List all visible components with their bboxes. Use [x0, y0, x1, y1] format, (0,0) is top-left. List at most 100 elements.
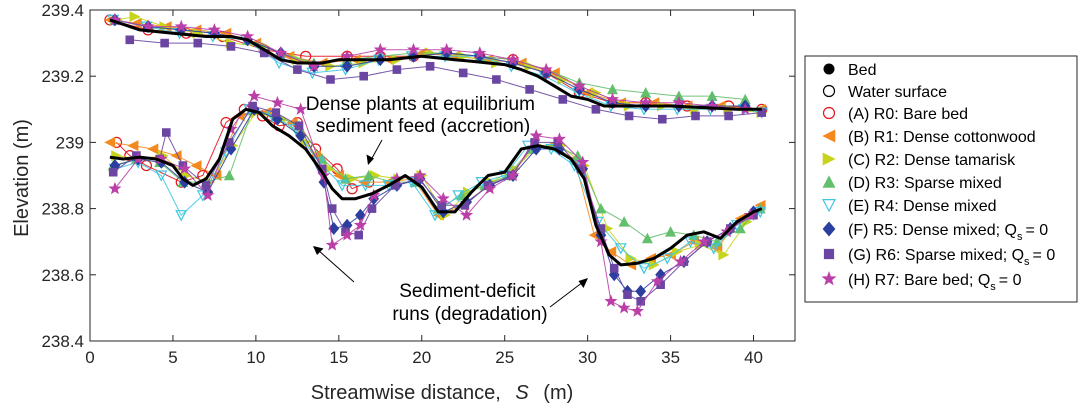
legend-label-7: (F) R5: Dense mixed; Qs = 0 — [848, 222, 1048, 243]
run-h-r7-bed-point — [325, 238, 339, 251]
legend: Bed Water surface (A) R0: Bare bed (B) R1: … — [804, 55, 1078, 303]
run-g-r6-ws-point — [392, 65, 402, 74]
run-h-r7-bed-point — [353, 218, 367, 231]
run-h-r7-bed-point — [673, 254, 688, 268]
run-h-r7-bed-point — [697, 234, 711, 248]
x-tick-label-1: 5 — [168, 348, 177, 367]
run-b-r1-bed-point — [127, 140, 139, 152]
run-d-r3-bed-point — [618, 216, 630, 227]
x-axis-label-text: Streamwise distance, — [311, 382, 501, 404]
legend-item-7: (F) R5: Dense mixed; Qs = 0 — [822, 221, 1048, 243]
y-tick-label-0: 238.4 — [41, 332, 84, 351]
run-e-r4-bed-point — [359, 180, 372, 192]
legend-marker-6 — [822, 199, 836, 213]
run-e-r4-bed-point — [175, 210, 188, 222]
run-g-r6-ws-point — [492, 75, 501, 84]
run-g-r6-ws-point — [657, 114, 667, 124]
y-tick-label-5: 239.4 — [41, 1, 84, 20]
legend-label-1: Water surface — [848, 84, 947, 101]
legend-label-0: Bed — [848, 62, 876, 79]
run-g-r6-ws-point — [226, 42, 236, 51]
run-d-r3-bed-point — [223, 169, 235, 181]
run-h-r7-bed-point — [436, 191, 450, 205]
legend-label-main-4: (C) R2: Dense tamarisk — [848, 152, 1016, 169]
legend-marker-4 — [822, 152, 836, 166]
run-g-r6-bed-point — [201, 181, 211, 190]
legend-label-sub-9: s — [990, 281, 996, 293]
run-h-r7-bed-point — [270, 95, 285, 109]
x-axis-label-symbol: S — [515, 382, 529, 404]
run-h-r7-ws-point — [506, 52, 520, 66]
run-a-r0-bed-point — [346, 183, 358, 195]
run-h-r7-ws-point — [572, 79, 586, 92]
run-g-r6-ws-line — [129, 39, 762, 120]
run-g-r6-ws-point — [458, 68, 468, 78]
run-d-r3-bed-point — [363, 169, 375, 181]
run-g-r6-ws-point — [326, 75, 335, 84]
legend-item-5: (D) R3: Sparse mixed — [822, 175, 1002, 192]
axes-layer: 0 5 10 15 20 25 30 35 40 238.4 238.6 238.8 239 239.2 2… — [41, 1, 795, 367]
run-h-r7-ws-point — [440, 42, 454, 56]
annotation-accretion-line2: sediment feed (accretion) — [316, 116, 530, 137]
run-h-r7-bed-point — [576, 155, 590, 168]
run-g-r6-ws-point — [525, 85, 534, 94]
run-d-r3-bed-point — [665, 226, 677, 237]
run-g-r6-bed-point — [294, 121, 304, 131]
legend-label-main-8: (G) R6: Sparse mixed; Q — [848, 247, 1024, 264]
legend-marker-2 — [822, 106, 836, 120]
legend-label-3: (B) R1: Dense cottonwood — [848, 129, 1036, 146]
run-h-r7-bed-point — [201, 188, 215, 201]
run-h-r7-bed-point — [617, 301, 631, 314]
x-tick-label-3: 15 — [329, 348, 348, 367]
y-tick-label-3: 239 — [56, 133, 84, 152]
annotation-degradation-arrow-right — [549, 278, 588, 308]
run-h-r7-bed-point — [340, 228, 354, 241]
run-h-r7-ws-point — [141, 19, 155, 33]
legend-label-main-5: (D) R3: Sparse mixed — [848, 175, 1002, 192]
y-axis-label: Elevation (m) — [11, 119, 33, 237]
annotation-accretion-line1: Dense plants at equilibrium — [306, 94, 535, 115]
legend-label-6: (E) R4: Dense mixed — [848, 198, 997, 215]
legend-label-main-2: (A) R0: Bare bed — [848, 106, 968, 123]
mean-bed-line — [109, 107, 763, 267]
run-e-r4-bed-point — [638, 263, 650, 275]
run-h-r7-ws-point — [174, 19, 188, 33]
run-h-r7-ws-point — [207, 23, 221, 36]
run-h-r7-bed-point — [294, 102, 308, 115]
run-g-r6-ws-point — [359, 71, 369, 81]
run-b-r1-bed-point — [104, 136, 116, 148]
legend-items: Bed Water surface (A) R0: Bare bed (B) R1: … — [821, 62, 1055, 293]
annotation-accretion: Dense plants at equilibrium sediment fee… — [306, 94, 540, 137]
run-e-r4-bed-point — [614, 243, 627, 255]
run-f-r5-ws-point — [341, 59, 353, 73]
legend-label-sub-7: s — [1017, 231, 1023, 243]
run-h-r7-ws-point — [473, 46, 487, 59]
x-tick-label-7: 35 — [661, 348, 680, 367]
x-tick-label-0: 0 — [85, 348, 94, 367]
legend-marker-5 — [822, 175, 836, 188]
run-h-r7-bed-point — [459, 208, 474, 221]
y-tick-label-4: 239.2 — [41, 67, 84, 86]
run-h-r7-bed-point — [247, 89, 261, 102]
legend-item-3: (B) R1: Dense cottonwood — [822, 129, 1036, 146]
run-h-r7-ws-point — [406, 42, 421, 56]
run-g-r6-bed-point — [327, 204, 337, 213]
x-tick-label-8: 40 — [744, 348, 763, 367]
y-tick-label-1: 238.6 — [41, 266, 84, 285]
legend-label-8: (G) R6: Sparse mixed; Qs = 0 — [848, 247, 1055, 268]
run-g-r6-bed-point — [623, 290, 632, 300]
legend-label-main-9: (H) R7: Bare bed; Q — [848, 272, 990, 289]
legend-box — [804, 55, 1078, 303]
run-g-r6-ws-point — [591, 105, 601, 114]
legend-label-9: (H) R7: Bare bed; Qs = 0 — [848, 272, 1022, 293]
run-h-r7-bed-point — [594, 234, 608, 248]
run-g-r6-ws-point — [624, 111, 634, 121]
run-e-r4-bed-point — [707, 243, 720, 255]
run-g-r6-ws-point — [125, 35, 135, 45]
mean-profile-layer — [109, 18, 763, 267]
run-b-r1-bed-point — [147, 143, 159, 155]
run-e-r4-bed-point — [336, 180, 349, 192]
x-tick-label-5: 25 — [495, 348, 514, 367]
legend-marker-1 — [822, 84, 836, 98]
run-h-r7-bed-point — [650, 274, 664, 288]
